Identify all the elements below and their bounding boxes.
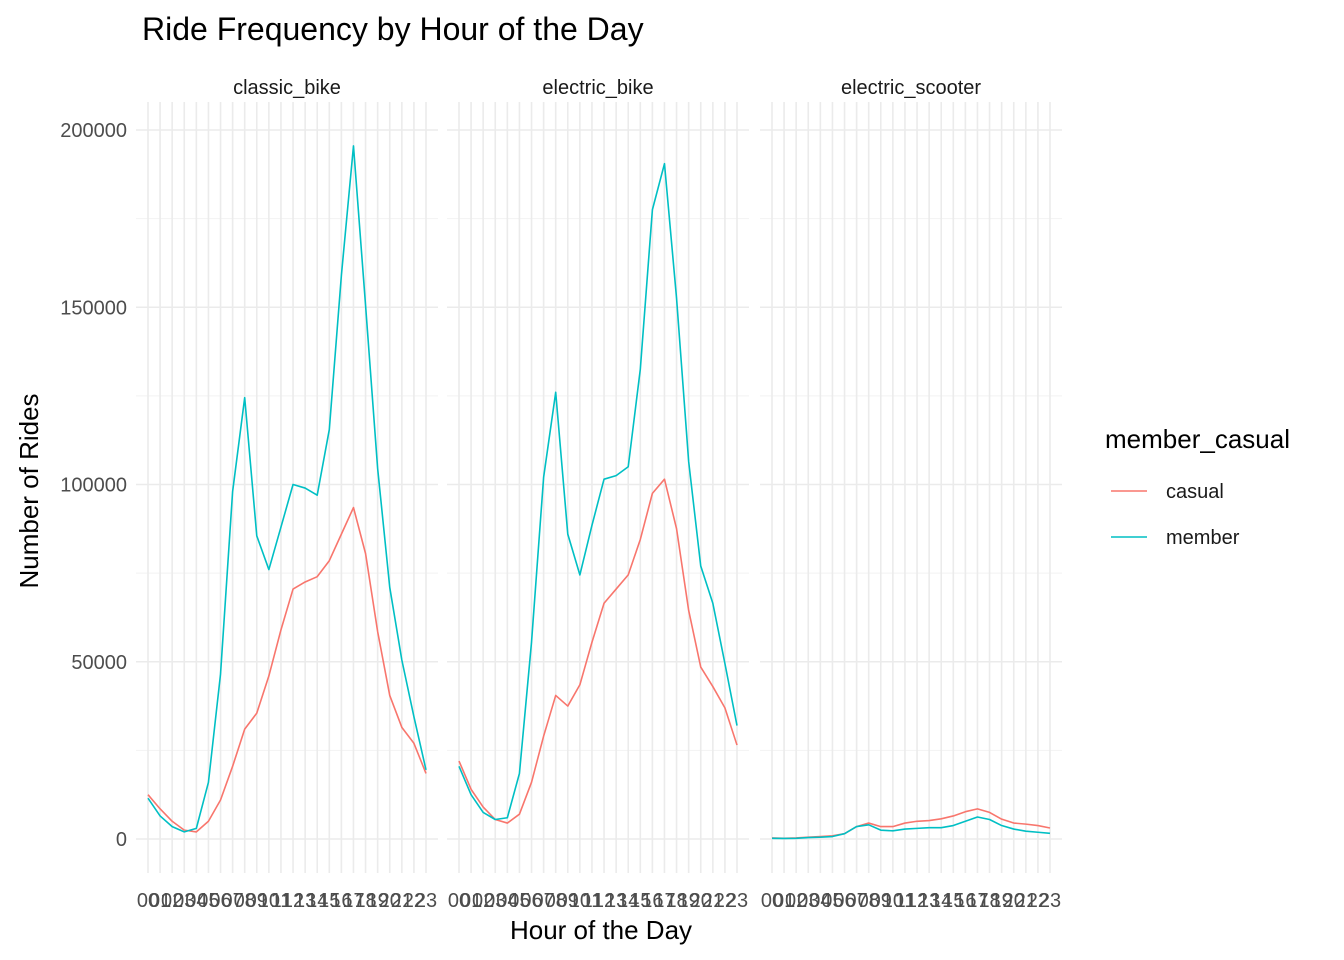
x-tick-label: 22: [403, 890, 425, 912]
x-tick-label: 11: [271, 890, 292, 912]
x-tick-label: 06: [833, 890, 855, 912]
x-tick-label: 09: [557, 890, 579, 912]
y-tick-label: 100000: [60, 475, 127, 497]
x-tick-label: 03: [484, 890, 506, 912]
facet-strip-label: electric_bike: [542, 77, 653, 99]
x-axis-title: Hour of the Day: [510, 915, 692, 945]
x-tick-label: 12: [593, 890, 615, 912]
chart-title: Ride Frequency by Hour of the Day: [142, 11, 644, 47]
facet-panel-classic_bike: classic_bike 0001020304050607080910111213…: [136, 77, 438, 912]
x-tick-label: 06: [209, 890, 231, 912]
y-tick-label: 150000: [60, 297, 127, 319]
x-tick-label: 06: [520, 890, 542, 912]
x-tick-label: 18: [354, 890, 376, 912]
x-tick-label: 01: [773, 890, 795, 912]
x-tick-label: 09: [870, 890, 892, 912]
x-tick-label: 17: [653, 890, 675, 912]
x-tick-label: 10: [569, 890, 591, 912]
x-tick-label: 17: [966, 890, 988, 912]
x-tick-label: 05: [508, 890, 530, 912]
x-tick-label: 08: [858, 890, 880, 912]
series-line-casual: [771, 808, 1051, 840]
x-tick-label: 01: [460, 890, 482, 912]
x-tick-label: 01: [149, 890, 171, 912]
x-tick-label: 00: [761, 890, 783, 912]
x-tick-label: 20: [1003, 890, 1025, 912]
x-tick-label: 19: [367, 890, 389, 912]
facet-strip-label: classic_bike: [233, 77, 341, 99]
x-tick-label: 15: [318, 890, 340, 912]
legend-label-casual: casual: [1166, 481, 1224, 503]
x-tick-label: 10: [258, 890, 280, 912]
x-tick-label: 12: [906, 890, 928, 912]
x-tick-label: 23: [726, 890, 748, 912]
x-tick-label: 13: [918, 890, 940, 912]
x-tick-label: 13: [605, 890, 627, 912]
x-tick-label: 16: [641, 890, 663, 912]
x-tick-label: 22: [1027, 890, 1049, 912]
x-tick-label: 04: [496, 890, 518, 912]
x-tick-label: 18: [665, 890, 687, 912]
facet-strip-label: electric_scooter: [841, 77, 981, 99]
series-line-member: [771, 816, 1051, 840]
x-tick-label: 05: [821, 890, 843, 912]
x-tick-label: 08: [545, 890, 567, 912]
x-tick-label: 03: [797, 890, 819, 912]
x-tick-label: 02: [472, 890, 494, 912]
y-axis-title: Number of Rides: [14, 393, 44, 588]
x-tick-label: 10: [882, 890, 904, 912]
x-tick-label: 02: [161, 890, 183, 912]
x-tick-label: 19: [991, 890, 1013, 912]
facet-panel-electric_bike: electric_bike000102030405060708091011121…: [447, 77, 749, 912]
legend: member_casual casual member: [1105, 424, 1290, 549]
y-tick-label: 0: [116, 829, 127, 851]
x-tick-label: 21: [1015, 890, 1037, 912]
x-tick-label: 07: [221, 890, 243, 912]
series-line-casual: [147, 506, 427, 833]
x-tick-label: 19: [678, 890, 700, 912]
x-tick-label: 18: [978, 890, 1000, 912]
facet-panel-electric_scooter: electric_scooter 000102030405060708091011…: [760, 77, 1062, 912]
x-tick-label: 04: [809, 890, 831, 912]
x-tick-label: 16: [954, 890, 976, 912]
x-tick-label: 17: [342, 890, 364, 912]
x-tick-label: 09: [246, 890, 268, 912]
x-tick-label: 15: [942, 890, 964, 912]
x-tick-label: 11: [895, 890, 916, 912]
series-line-casual: [458, 478, 738, 824]
y-tick-label: 200000: [60, 120, 127, 142]
x-tick-label: 16: [330, 890, 352, 912]
x-tick-label: 20: [379, 890, 401, 912]
series-line-member: [458, 162, 738, 821]
x-tick-label: 03: [173, 890, 195, 912]
x-tick-label: 08: [234, 890, 256, 912]
x-tick-label: 21: [391, 890, 413, 912]
x-tick-label: 00: [448, 890, 470, 912]
x-tick-label: 04: [185, 890, 207, 912]
x-tick-label: 15: [629, 890, 651, 912]
series-line-member: [147, 145, 427, 833]
facet-panels: classic_bike0001020304050607080910111213…: [60, 77, 1062, 912]
x-tick-label: 21: [702, 890, 724, 912]
legend-title: member_casual: [1105, 424, 1290, 454]
x-tick-label: 05: [197, 890, 219, 912]
x-tick-label: 00: [137, 890, 159, 912]
x-tick-label: 14: [306, 890, 328, 912]
x-tick-label: 11: [582, 890, 603, 912]
y-tick-label: 50000: [71, 652, 127, 674]
x-tick-label: 02: [785, 890, 807, 912]
x-tick-label: 14: [930, 890, 952, 912]
x-tick-label: 14: [617, 890, 639, 912]
x-tick-label: 23: [415, 890, 437, 912]
x-tick-label: 07: [532, 890, 554, 912]
x-tick-label: 22: [714, 890, 736, 912]
x-tick-label: 23: [1039, 890, 1061, 912]
legend-label-member: member: [1166, 527, 1240, 549]
x-tick-label: 13: [294, 890, 316, 912]
x-tick-label: 12: [282, 890, 304, 912]
x-tick-label: 20: [690, 890, 712, 912]
x-tick-label: 07: [845, 890, 867, 912]
